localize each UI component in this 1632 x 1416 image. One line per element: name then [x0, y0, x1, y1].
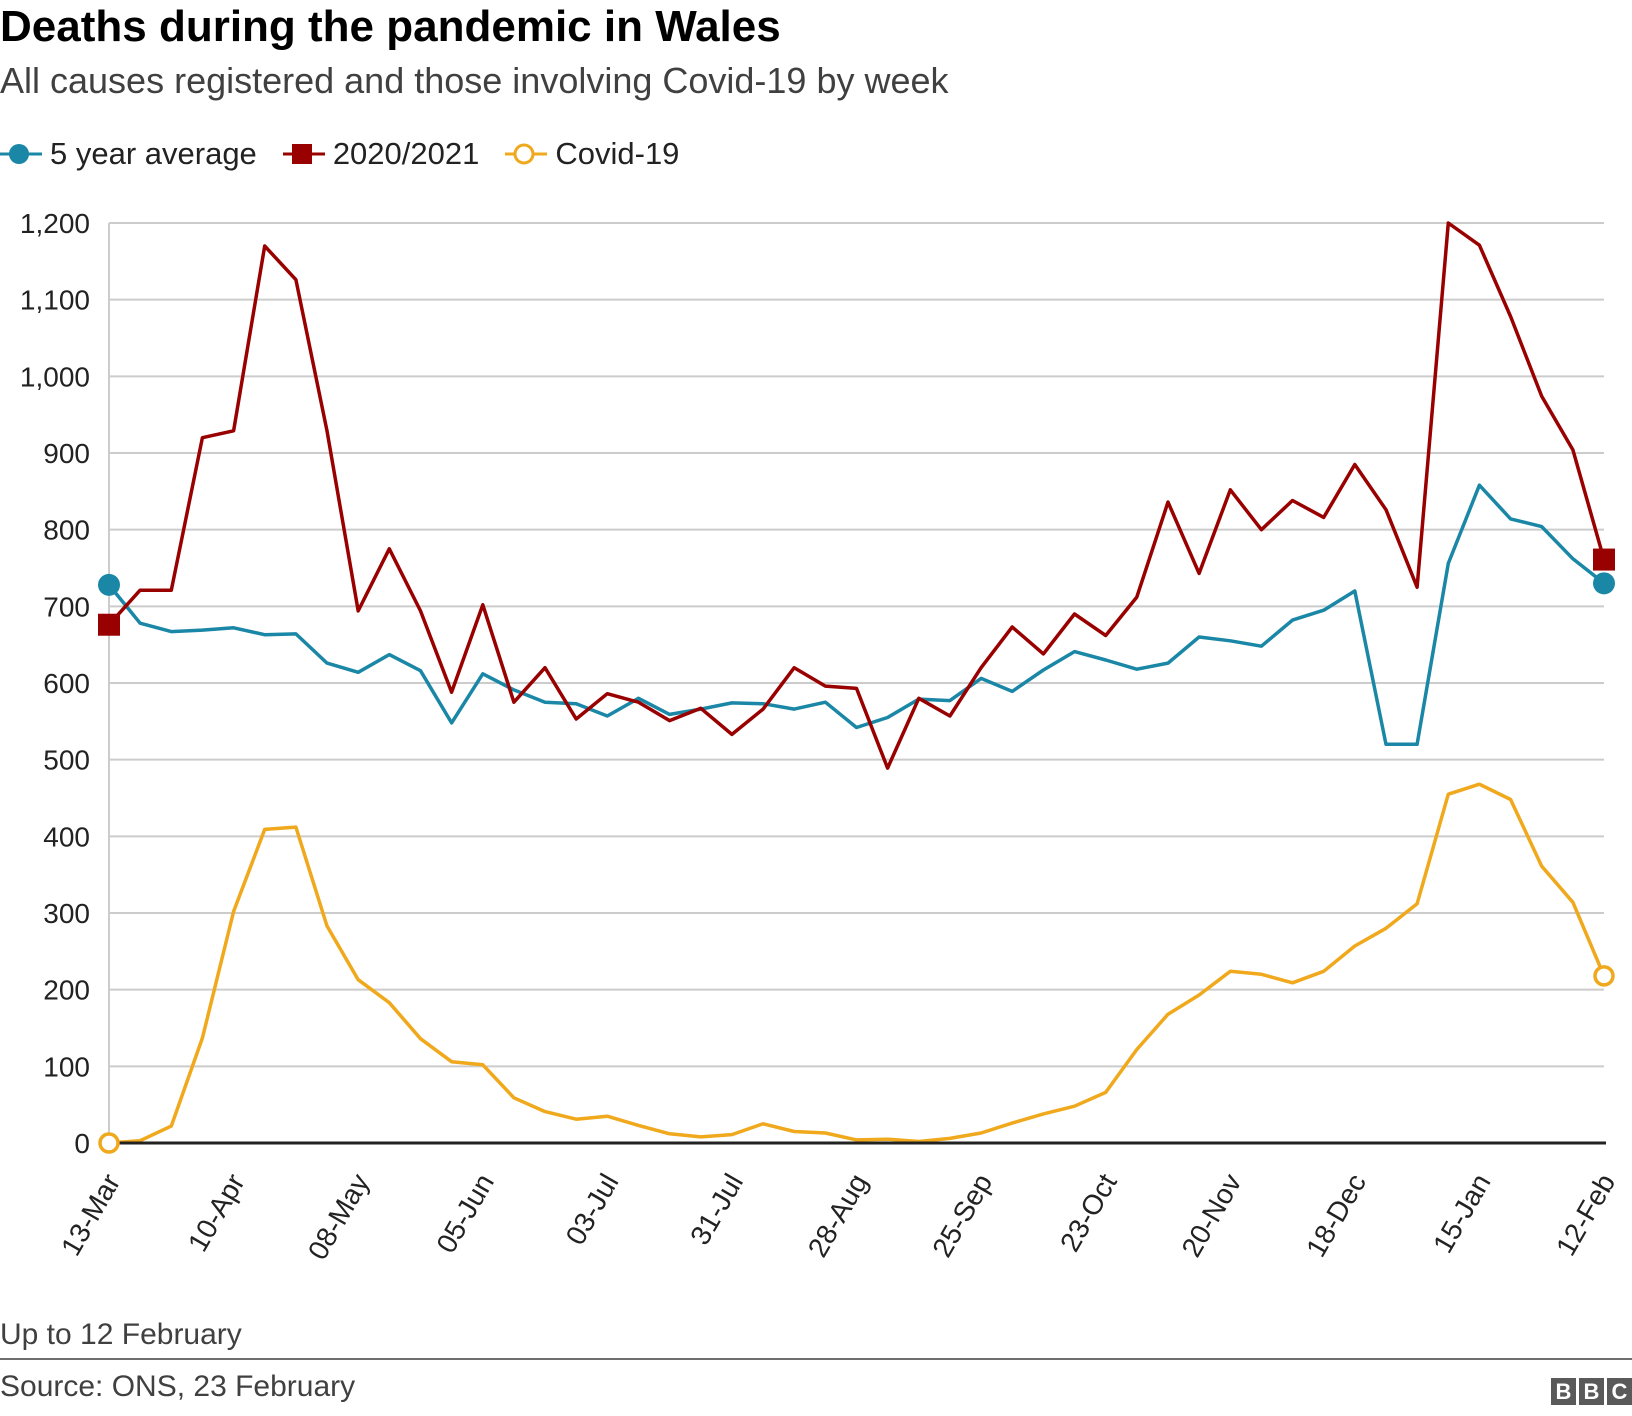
- y-tick-label: 1,100: [20, 285, 90, 316]
- y-tick-label: 900: [43, 438, 90, 469]
- legend: 5 year average 2020/2021 Covid-19: [0, 132, 705, 176]
- y-tick-label: 1,000: [20, 361, 90, 392]
- x-tick-label: 31-Jul: [684, 1169, 749, 1251]
- x-tick-label: 15-Jan: [1427, 1169, 1497, 1259]
- line-chart: 0 100 200 300 400 500 600 700 800 900 1,000 1,100 1,…: [20, 208, 1621, 1265]
- y-tick-label: 500: [43, 745, 90, 776]
- legend-item-2020-2021: 2020/2021: [282, 136, 480, 172]
- hollow-circle-icon: [505, 143, 548, 165]
- y-tick-label: 600: [43, 668, 90, 699]
- filled-square-icon: [282, 144, 325, 164]
- y-tick-label: 1,200: [20, 208, 90, 239]
- logo-letter: B: [1551, 1378, 1576, 1405]
- chart-subtitle: All causes registered and those involvin…: [0, 60, 949, 101]
- legend-item-5-year-average: 5 year average: [0, 136, 257, 172]
- x-tick-label: 10-Apr: [182, 1169, 251, 1257]
- x-tick-label: 28-Aug: [802, 1169, 874, 1263]
- logo-letter: C: [1607, 1378, 1632, 1405]
- chart-title: Deaths during the pandemic in Wales: [0, 2, 781, 51]
- series-line-0: [107, 483, 1606, 747]
- x-tick-label: 13-Mar: [55, 1169, 126, 1261]
- y-tick-label: 100: [43, 1051, 90, 1082]
- x-tick-label: 05-Jun: [430, 1169, 500, 1259]
- bbc-logo: B B C: [1551, 1378, 1632, 1405]
- filled-circle-icon: [0, 144, 42, 164]
- x-tick-label: 03-Jul: [560, 1169, 625, 1251]
- y-tick-label: 800: [43, 515, 90, 546]
- series-line-1: [107, 221, 1606, 770]
- y-tick-label: 200: [43, 975, 90, 1006]
- y-tick-label: 700: [43, 591, 90, 622]
- legend-label: 5 year average: [50, 136, 257, 171]
- x-tick-label: 12-Feb: [1550, 1169, 1621, 1261]
- series-marker-circle: [98, 573, 120, 596]
- series-marker-hollow-circle: [98, 1132, 120, 1154]
- x-tick-label: 08-May: [302, 1169, 376, 1265]
- x-tick-label: 23-Oct: [1054, 1168, 1123, 1256]
- x-tick-label: 18-Dec: [1300, 1169, 1372, 1263]
- source-note: Source: ONS, 23 February: [0, 1370, 356, 1403]
- legend-label: 2020/2021: [332, 136, 480, 171]
- logo-letter: B: [1579, 1378, 1604, 1405]
- series-marker-hollow-circle: [1593, 965, 1615, 987]
- x-tick-label: 25-Sep: [926, 1169, 998, 1263]
- series-marker-square: [1593, 548, 1615, 571]
- footer-divider: [0, 1358, 1632, 1360]
- series-marker-square: [98, 613, 120, 636]
- y-tick-label: 0: [74, 1128, 90, 1159]
- series-line-2: [107, 782, 1606, 1145]
- y-tick-label: 300: [43, 898, 90, 929]
- legend-item-covid-19: Covid-19: [505, 136, 679, 172]
- legend-label: Covid-19: [555, 136, 680, 171]
- footnote: Up to 12 February: [0, 1318, 242, 1351]
- y-tick-label: 400: [43, 821, 90, 852]
- x-tick-label: 20-Nov: [1175, 1169, 1247, 1263]
- series-marker-circle: [1593, 572, 1615, 595]
